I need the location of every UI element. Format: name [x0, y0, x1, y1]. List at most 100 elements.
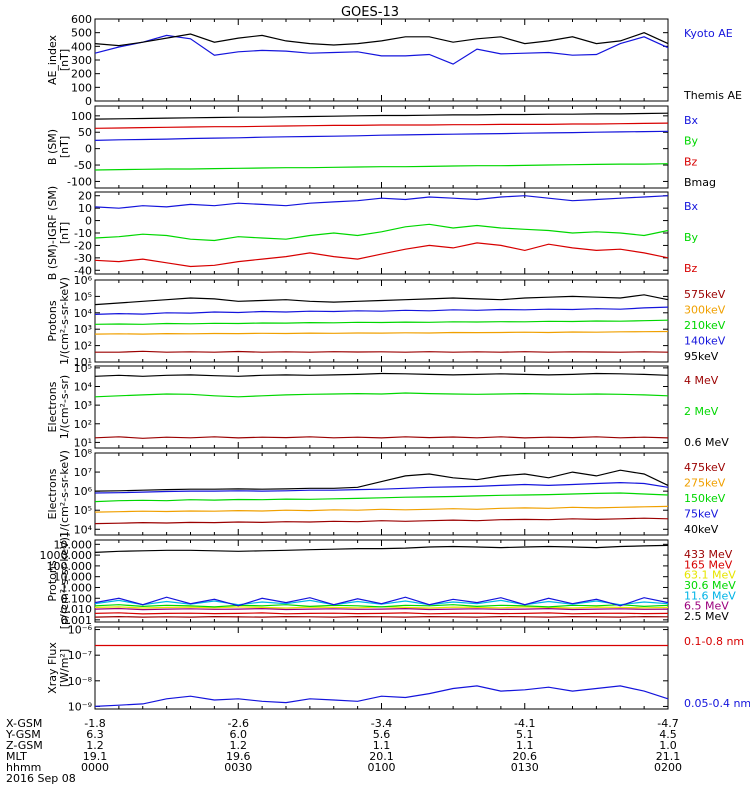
y-tick-label: 10¹ [74, 436, 92, 449]
y-axis-label: [nT] [58, 49, 71, 71]
x-axis-value: 0030 [224, 761, 252, 774]
y-tick-label: 10⁵ [74, 290, 92, 303]
series-line-4-5 [94, 294, 669, 306]
series-line-3-2 [94, 223, 669, 242]
x-axis-value: 5.6 [373, 728, 391, 741]
y-tick-label: 200 [71, 68, 92, 81]
x-axis-value: 1.1 [373, 739, 391, 752]
series-line-3-3 [94, 242, 669, 268]
y-tick-label: 10² [74, 340, 92, 353]
x-axis-value: -2.6 [228, 717, 249, 730]
x-axis-row-label: Z-GSM [6, 739, 43, 752]
series-line-4-2 [94, 330, 669, 335]
series-line-5-2 [94, 392, 669, 398]
x-axis-value: 5.1 [516, 728, 534, 741]
y-tick-label: 0.001 [61, 614, 93, 627]
series-line-3-1 [94, 195, 669, 209]
series-line-6-1 [94, 517, 669, 525]
series-label: Bx [684, 200, 699, 213]
chart-title: GOES-13 [341, 5, 399, 20]
series-line-7-8 [94, 596, 669, 607]
series-line-5-1 [94, 436, 669, 439]
y-tick-label: 600 [71, 13, 92, 26]
y-tick-label: 10⁴ [74, 307, 93, 320]
y-axis-label: B (SM)-IGRF (SM) [46, 186, 59, 280]
series-label: 275keV [684, 477, 726, 490]
y-tick-label: 10³ [74, 323, 92, 336]
y-tick-label: -20 [74, 239, 92, 252]
y-tick-label: 10³ [74, 399, 92, 412]
x-axis-value: 19.6 [226, 750, 251, 763]
series-line-2-1 [94, 130, 669, 141]
series-label: 475keV [684, 461, 726, 474]
y-axis-label: [nT] [58, 136, 71, 158]
series-label: Bx [684, 114, 699, 127]
panel-frame [94, 365, 669, 449]
series-label: By [684, 135, 699, 148]
y-tick-label: 10⁵ [74, 504, 92, 517]
panel-4: 10¹ 10² 10³ 10⁴ 10⁵ 10⁶ Protons 1/(cm²-s-sr-keV… [46, 274, 726, 369]
x-axis-value: 21.1 [656, 750, 681, 763]
x-axis-value: 6.3 [86, 728, 104, 741]
y-tick-label: 10² [74, 418, 92, 431]
series-label: 40keV [684, 523, 719, 536]
series-label: 6.5 MeV [684, 600, 729, 613]
series-label: Themis AE [683, 89, 742, 102]
x-axis-value: 1.0 [659, 739, 677, 752]
x-axis-value: 1.2 [230, 739, 248, 752]
series-label: 2.5 MeV [684, 610, 729, 623]
series-label: Bz [684, 155, 698, 168]
y-tick-label: 0 [85, 143, 92, 156]
y-tick-label: 100 [71, 110, 92, 123]
y-axis-label: Protons [46, 560, 59, 601]
y-axis-label: 1/(cm²-s-sr) [58, 375, 71, 439]
y-axis-label: 1/(cm²-s-sr-keV) [58, 277, 71, 365]
x-axis-value: 1.1 [516, 739, 534, 752]
panel-5: 10¹ 10² 10³ 10⁴ 10⁵ Electrons 1/(cm²-s-sr) 4 Me… [46, 362, 729, 450]
y-tick-label: 500 [71, 27, 92, 40]
series-label: 0.6 MeV [684, 436, 729, 449]
y-tick-label: 400 [71, 40, 92, 53]
y-tick-label: 10⁻⁸ [68, 675, 93, 688]
series-label: 95keV [684, 350, 719, 363]
series-line-4-3 [94, 319, 669, 325]
x-axis-value: 6.0 [230, 728, 248, 741]
y-axis-label: B (SM) [46, 129, 59, 165]
series-label: 30.6 MeV [684, 579, 736, 592]
series-label: 300keV [684, 304, 726, 317]
series-line-6-3 [94, 492, 669, 503]
series-line-7-4 [94, 604, 669, 608]
series-line-7-7 [94, 544, 669, 553]
y-tick-label: 0 [85, 95, 92, 108]
series-line-7-6 [94, 607, 669, 611]
series-line-8-2 [94, 685, 669, 707]
y-tick-label: 10⁷ [74, 466, 92, 479]
series-label: 150keV [684, 492, 726, 505]
series-line-6-4 [94, 481, 669, 494]
panel-7: 0.0010.0100.1001.00010.000100.0001000.00… [40, 533, 737, 630]
x-axis-value: 4.5 [659, 728, 677, 741]
x-axis-value: 0000 [81, 761, 109, 774]
y-tick-label: -30 [74, 252, 92, 265]
y-tick-label: 1000.000 [40, 549, 93, 562]
y-tick-label: 0.010 [61, 603, 93, 616]
series-label: 63.1 MeV [684, 569, 736, 582]
y-tick-label: 10⁵ [74, 362, 92, 375]
y-tick-label: 10⁶ [74, 274, 93, 287]
panel-frame [94, 18, 669, 102]
x-axis-value: -4.7 [657, 717, 678, 730]
y-axis-label: [nT] [58, 222, 71, 244]
y-tick-label: 10⁸ [74, 447, 93, 460]
y-tick-label: 100.000 [47, 560, 93, 573]
x-axis-row-label: 2016 Sep 08 [6, 772, 76, 785]
y-tick-label: 10⁴ [74, 523, 93, 536]
y-tick-label: 300 [71, 54, 92, 67]
y-axis-label: 1/(cm²-s-sr-keV) [58, 450, 71, 538]
x-axis-row-label: MLT [6, 750, 27, 763]
x-axis-row-label: Y-GSM [5, 728, 41, 741]
panel-6: 10⁴ 10⁵ 10⁶ 10⁷ 10⁸ Electrons 1/(cm²-s-sr-keV)… [46, 447, 726, 538]
series-label: Kyoto AE [684, 27, 733, 40]
